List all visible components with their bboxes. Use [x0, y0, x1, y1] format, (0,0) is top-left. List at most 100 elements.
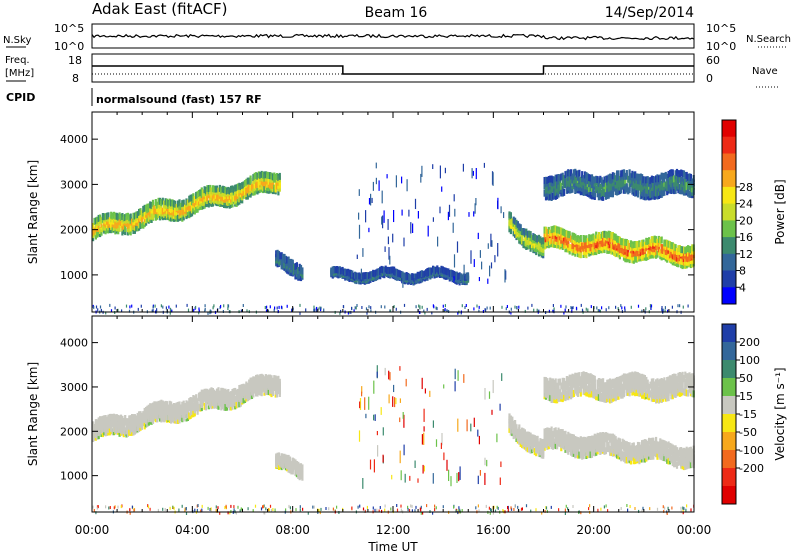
echo-cell — [275, 384, 279, 392]
echo-cell — [583, 436, 587, 444]
echo-cell — [140, 412, 143, 420]
echo-cell — [625, 380, 628, 388]
echo-cell — [606, 442, 609, 450]
freq-tick-top: 18 — [68, 54, 82, 67]
echo-cell — [298, 263, 301, 271]
noise-cell — [213, 304, 215, 308]
echo-cell — [221, 397, 224, 405]
echo-cell — [655, 450, 658, 458]
echo-cell — [511, 218, 514, 226]
echo-cell — [157, 197, 160, 205]
noise-cell — [368, 305, 370, 309]
echo-cell — [635, 445, 638, 453]
echo-cell — [648, 177, 651, 185]
echo-cell — [609, 173, 612, 181]
echo-cell — [243, 180, 247, 188]
echo-cell — [588, 177, 591, 185]
echo-cell — [177, 214, 180, 222]
echo-cell — [234, 197, 237, 205]
echo-cell — [653, 192, 656, 200]
echo-cell — [648, 449, 651, 457]
echo-cell — [225, 397, 228, 405]
echo-cell — [511, 416, 514, 424]
echo-cell — [177, 417, 180, 424]
echo-cell — [142, 221, 145, 229]
echo-cell — [578, 250, 581, 258]
echo-cell — [420, 270, 424, 278]
echo-cell — [628, 442, 631, 450]
echo-cell — [426, 268, 429, 275]
echo-cell — [291, 457, 294, 465]
cpid-label: CPID — [6, 91, 35, 104]
echo-cell — [203, 189, 206, 197]
echo-cell — [581, 181, 584, 189]
echo-cell — [557, 174, 560, 181]
echo-cell — [544, 390, 548, 398]
noise-cell — [432, 217, 434, 222]
echo-cell — [670, 379, 673, 387]
noise-cell — [403, 237, 405, 247]
echo-cell — [583, 382, 587, 390]
echo-cell — [617, 250, 620, 258]
echo-cell — [243, 191, 247, 199]
echo-cell — [223, 392, 226, 400]
echo-cell — [590, 178, 594, 186]
echo-cell — [675, 179, 679, 187]
noise-cell — [227, 307, 229, 310]
echo-cell — [571, 242, 574, 250]
echo-cell — [641, 440, 644, 448]
echo-cell — [691, 251, 694, 259]
echo-cell — [131, 414, 134, 421]
echo-cell — [641, 174, 644, 182]
echo-cell — [641, 449, 644, 457]
noise-cell — [431, 311, 433, 315]
colorbar-tick-label: 24 — [739, 198, 753, 211]
echo-cell — [546, 239, 549, 247]
echo-cell — [661, 378, 665, 386]
echo-cell — [337, 266, 340, 274]
echo-cell — [610, 180, 613, 188]
echo-cell — [142, 411, 145, 419]
echo-cell — [650, 378, 653, 386]
echo-cell — [214, 390, 217, 398]
echo-cell — [415, 273, 418, 281]
echo-cell — [578, 177, 581, 185]
echo-cell — [535, 245, 538, 253]
echo-cell — [365, 272, 368, 279]
echo-cell — [603, 185, 606, 193]
echo-cell — [571, 434, 574, 441]
echo-cell — [331, 266, 334, 274]
echo-cell — [585, 235, 588, 243]
echo-cell — [557, 181, 560, 189]
echo-cell — [576, 179, 580, 187]
echo-cell — [546, 431, 549, 439]
echo-cell — [301, 468, 304, 476]
echo-cell — [195, 198, 198, 206]
echo-cell — [235, 184, 238, 192]
noise-cell — [471, 168, 473, 179]
noise-cell — [442, 304, 444, 308]
echo-cell — [625, 441, 628, 449]
echo-cell — [547, 394, 550, 401]
echo-cell — [556, 185, 559, 193]
noise-cell — [615, 305, 617, 309]
echo-cell — [668, 184, 672, 192]
noise-cell — [342, 305, 344, 309]
echo-cell — [239, 183, 242, 191]
echo-cell — [544, 190, 548, 198]
freq-label-line1: Freq. — [5, 55, 30, 66]
echo-cell — [174, 206, 177, 214]
echo-cell — [648, 391, 651, 399]
echo-cell — [638, 389, 641, 397]
echo-cell — [550, 396, 553, 403]
echo-cell — [689, 446, 692, 454]
echo-cell — [156, 212, 159, 220]
echo-cell — [177, 401, 180, 409]
echo-cell — [124, 214, 127, 222]
echo-cell — [209, 396, 212, 404]
echo-cell — [124, 427, 127, 435]
echo-cell — [588, 387, 591, 395]
noise-cell — [452, 222, 454, 233]
echo-cell — [666, 442, 669, 450]
echo-cell — [589, 182, 592, 190]
